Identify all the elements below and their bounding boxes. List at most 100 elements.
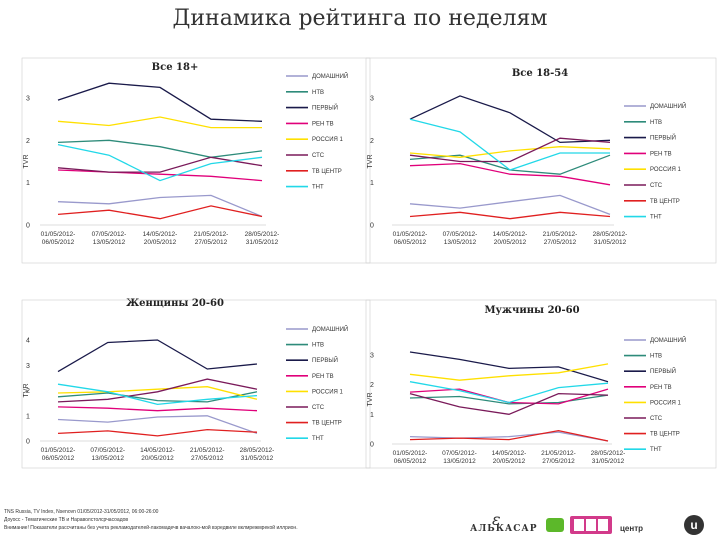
x-tick-label: 07/05/2012-13/05/2012 bbox=[92, 231, 127, 246]
y-tick-label: 3 bbox=[26, 96, 30, 103]
legend-label: ТВ ЦЕНТР bbox=[312, 421, 342, 427]
footer-line-source: TNS Russia, TV Index, Nsenovn 01/05/2012… bbox=[4, 509, 159, 515]
legend-label: ТНТ bbox=[650, 447, 662, 453]
u-channel-logo: u bbox=[684, 515, 704, 535]
y-tick-label: 0 bbox=[26, 439, 30, 446]
y-tick-label: 2 bbox=[26, 388, 30, 395]
legend-label: СТС bbox=[650, 416, 663, 422]
chart-frame bbox=[365, 299, 717, 469]
footer-notes: TNS Russia, TV Index, Nsenovn 01/05/2012… bbox=[4, 508, 484, 532]
dtv-logo bbox=[546, 518, 564, 532]
legend-label: РЕН ТВ bbox=[312, 374, 334, 380]
legend-label: ДОМАШНИЙ bbox=[650, 102, 686, 110]
legend-label: ТНТ bbox=[312, 185, 324, 191]
x-tick-label: 14/05/2012-20/05/2012 bbox=[143, 231, 178, 246]
series-line-стс bbox=[409, 392, 609, 415]
x-tick-label: 07/05/2012-13/05/2012 bbox=[90, 447, 125, 462]
chart-title: Все 18-54 bbox=[512, 68, 568, 79]
legend-label: ДОМАШНИЙ bbox=[650, 336, 686, 344]
series-line-рен-тв bbox=[409, 162, 611, 186]
chart-title: Женщины 20-60 bbox=[126, 298, 224, 309]
series-line-стс bbox=[57, 156, 263, 173]
y-tick-label: 1 bbox=[26, 413, 30, 420]
tv-center-logo: центр bbox=[620, 524, 644, 533]
legend-label: РОССИЯ 1 bbox=[312, 137, 344, 143]
series-line-тв-центр bbox=[57, 205, 263, 220]
x-tick-label: 07/05/2012-13/05/2012 bbox=[442, 450, 477, 465]
x-tick-label: 28/05/2012-31/05/2012 bbox=[240, 447, 275, 462]
x-tick-label: 21/05/2012-27/05/2012 bbox=[190, 447, 225, 462]
y-tick-label: 2 bbox=[26, 138, 30, 145]
page-title: Динамика рейтинга по неделям bbox=[172, 6, 548, 31]
y-tick-label: 3 bbox=[370, 96, 374, 103]
series-line-первый bbox=[57, 339, 258, 373]
chart-title: Все 18+ bbox=[152, 62, 199, 73]
legend-label: СТС bbox=[312, 405, 325, 411]
y-tick-label: 1 bbox=[370, 412, 374, 419]
series-line-домашний bbox=[409, 194, 611, 216]
legend-label: ТНТ bbox=[312, 436, 324, 442]
y-tick-label: 4 bbox=[26, 338, 30, 345]
x-tick-label: 01/05/2012-06/05/2012 bbox=[41, 447, 76, 462]
series-line-домашний bbox=[57, 415, 258, 435]
legend-label: НТВ bbox=[650, 120, 662, 126]
legend-label: РЕН ТВ bbox=[650, 385, 672, 391]
legend-label: ПЕРВЫЙ bbox=[650, 367, 676, 375]
series-line-тнт bbox=[409, 381, 609, 404]
legend-label: РЕН ТВ bbox=[650, 151, 672, 157]
legend-label: НТВ bbox=[312, 343, 324, 349]
series-line-тнт bbox=[57, 383, 258, 406]
legend-label: РЕН ТВ bbox=[312, 121, 334, 127]
series-line-россия-1 bbox=[409, 146, 611, 158]
y-tick-label: 0 bbox=[370, 442, 374, 449]
y-tick-label: 0 bbox=[26, 223, 30, 230]
series-line-нтв bbox=[57, 139, 263, 158]
legend-label: НТВ bbox=[312, 90, 324, 96]
series-line-тв-центр bbox=[409, 211, 611, 220]
footer-line-channels: Доуосс - Тематические ТВ и Нараволстолср… bbox=[4, 517, 129, 523]
chart-title: Мужчины 20-60 bbox=[484, 305, 579, 316]
x-tick-label: 07/05/2012-13/05/2012 bbox=[443, 231, 478, 246]
legend-label: ПЕРВЫЙ bbox=[312, 356, 338, 364]
y-tick-label: 2 bbox=[370, 138, 374, 145]
legend-label: СТС bbox=[650, 183, 663, 189]
x-tick-label: 28/05/2012-31/05/2012 bbox=[591, 450, 626, 465]
series-line-тв-центр bbox=[57, 428, 258, 437]
tnt-logo bbox=[570, 516, 612, 534]
y-tick-label: 0 bbox=[370, 223, 374, 230]
y-tick-label: 3 bbox=[370, 353, 374, 360]
series-line-рен-тв bbox=[57, 406, 258, 412]
legend-label: ДОМАШНИЙ bbox=[312, 72, 348, 80]
chart-3: Женщины 20-60 TVR 0 1 2 3 4 01/05/2012-06/05/20… bbox=[21, 298, 371, 469]
legend-label: ТВ ЦЕНТР bbox=[650, 432, 680, 438]
y-axis-label: TVR bbox=[23, 155, 30, 169]
series-line-стс bbox=[57, 378, 258, 403]
x-tick-label: 14/05/2012-20/05/2012 bbox=[140, 447, 175, 462]
legend-label: ТНТ bbox=[650, 215, 662, 221]
chart-frame bbox=[21, 57, 371, 264]
series-line-россия-1 bbox=[57, 386, 258, 400]
legend-label: ТВ ЦЕНТР bbox=[650, 199, 680, 205]
alkasar-logo: ε АЛЬКАСАР bbox=[470, 510, 538, 534]
x-tick-label: 01/05/2012-06/05/2012 bbox=[393, 450, 428, 465]
legend-label: ПЕРВЫЙ bbox=[650, 134, 676, 142]
x-tick-label: 21/05/2012-27/05/2012 bbox=[543, 231, 578, 246]
x-tick-label: 01/05/2012-06/05/2012 bbox=[41, 231, 76, 246]
y-tick-label: 1 bbox=[370, 180, 374, 187]
y-tick-label: 1 bbox=[26, 180, 30, 187]
series-line-стс bbox=[409, 137, 611, 163]
series-line-первый bbox=[409, 95, 611, 144]
x-tick-label: 21/05/2012-27/05/2012 bbox=[194, 231, 229, 246]
chart-2: Все 18-54 TVR 0 1 2 3 01/05/2012-06/05/2012 07/… bbox=[365, 57, 717, 264]
chart-4: Мужчины 20-60 TVR 0 1 2 3 01/05/2012-06/05/201… bbox=[365, 299, 717, 469]
x-tick-label: 14/05/2012-20/05/2012 bbox=[493, 231, 528, 246]
series-line-рен-тв bbox=[57, 169, 263, 182]
y-tick-label: 3 bbox=[26, 363, 30, 370]
series-line-домашний bbox=[409, 431, 609, 442]
chart-frame bbox=[365, 57, 717, 264]
legend-label: ТВ ЦЕНТР bbox=[312, 169, 342, 175]
chart-frame bbox=[21, 299, 371, 469]
x-tick-label: 28/05/2012-31/05/2012 bbox=[245, 231, 280, 246]
series-line-домашний bbox=[57, 194, 263, 218]
